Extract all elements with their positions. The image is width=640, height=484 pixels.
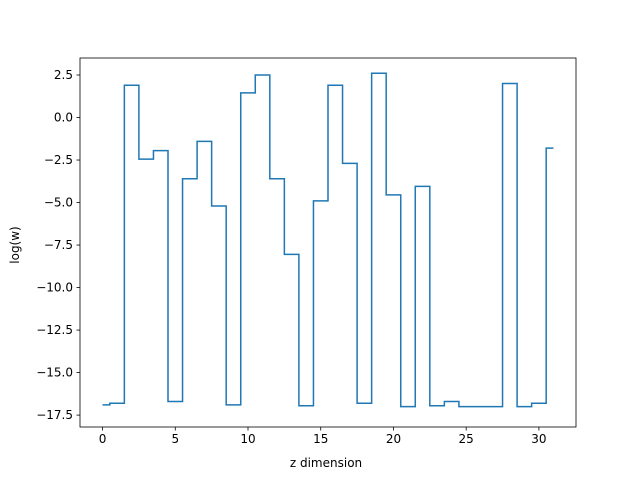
y-tick-label: −10.0 (36, 281, 73, 295)
y-tick-label: −5.0 (44, 196, 73, 210)
x-tick-label: 30 (531, 432, 546, 446)
x-tick-label: 10 (240, 432, 255, 446)
y-tick-label: −15.0 (36, 366, 73, 380)
axes: 0 5 10 15 20 25 30 2.5 0.0 −2.5 −5.0 −7.5 −10.0 −12.5… (36, 57, 577, 446)
x-tick-label: 25 (459, 432, 474, 446)
y-axis-label: log(w) (8, 226, 22, 263)
x-tick-label: 20 (386, 432, 401, 446)
y-tick-label: −2.5 (44, 153, 73, 167)
series-line (102, 72, 554, 408)
x-tick-label: 0 (99, 432, 107, 446)
y-tick-label: −7.5 (44, 238, 73, 252)
x-tick-label: 5 (171, 432, 179, 446)
y-tick-label: 2.5 (54, 68, 73, 82)
y-tick-label: −17.5 (36, 408, 73, 422)
x-tick-label: 15 (313, 432, 328, 446)
axes-frame (79, 57, 577, 428)
plot-area (102, 72, 554, 408)
y-tick-label: 0.0 (54, 111, 73, 125)
x-axis-label: z dimension (290, 456, 362, 470)
y-tick-label: −12.5 (36, 323, 73, 337)
